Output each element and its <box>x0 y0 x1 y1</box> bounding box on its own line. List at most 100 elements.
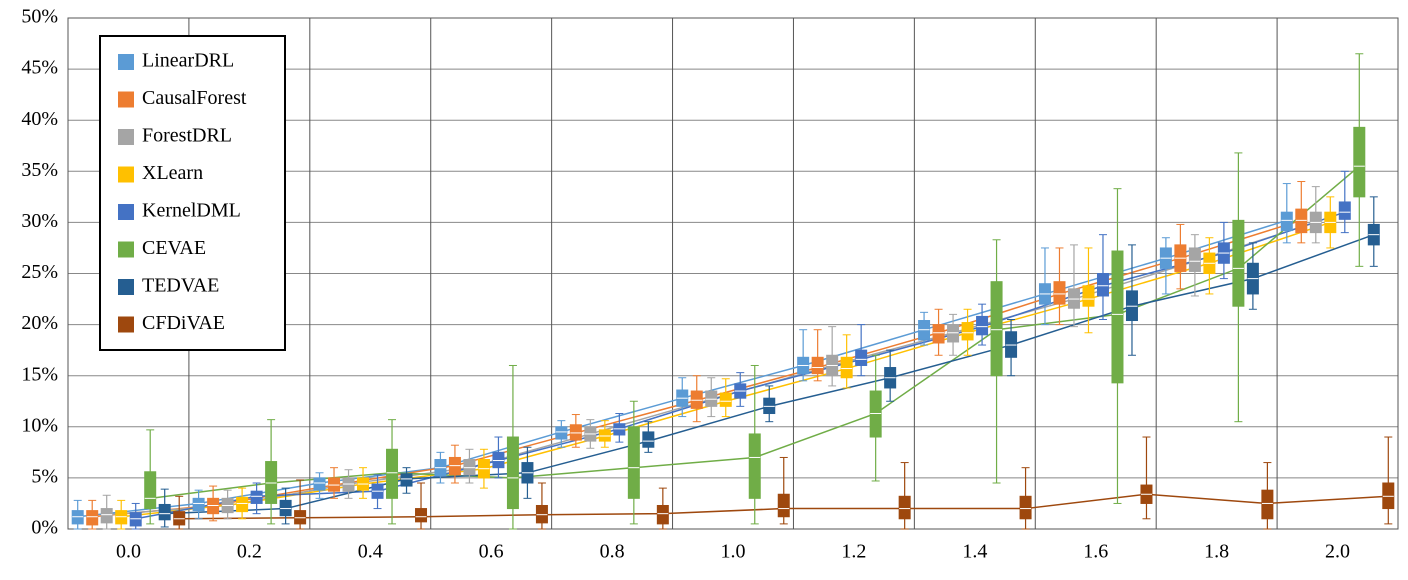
box <box>569 424 582 441</box>
box <box>613 423 626 436</box>
box <box>947 324 960 343</box>
box <box>1261 489 1274 520</box>
box <box>627 426 640 499</box>
box <box>918 320 931 341</box>
box <box>158 503 171 521</box>
legend-swatch <box>118 316 134 333</box>
box <box>144 471 157 510</box>
box <box>86 510 99 526</box>
box <box>115 510 128 525</box>
x-tick-label: 1.4 <box>962 541 987 563</box>
y-tick-label: 20% <box>21 312 58 334</box>
x-tick-label: 2.0 <box>1325 541 1350 563</box>
box <box>448 456 461 476</box>
box <box>1125 290 1138 322</box>
box <box>100 508 113 524</box>
box <box>207 497 220 515</box>
box <box>932 324 945 344</box>
box <box>855 349 868 366</box>
legend-label: XLearn <box>142 162 203 184</box>
box <box>777 493 790 518</box>
box <box>598 429 611 442</box>
box <box>71 510 84 525</box>
x-tick-label: 0.0 <box>116 541 141 563</box>
legend-swatch <box>118 241 134 258</box>
box <box>642 431 655 448</box>
box <box>719 392 732 407</box>
y-tick-label: 0% <box>31 517 58 539</box>
box <box>328 477 341 492</box>
box <box>1382 482 1395 510</box>
y-tick-label: 40% <box>21 108 58 130</box>
x-tick-label: 0.4 <box>358 541 383 563</box>
box <box>313 477 326 491</box>
box <box>1338 201 1351 220</box>
legend-swatch <box>118 204 134 220</box>
box <box>1019 495 1032 520</box>
y-tick-label: 25% <box>21 261 58 283</box>
y-tick-label: 30% <box>21 210 58 232</box>
box <box>535 504 548 524</box>
box <box>129 512 142 527</box>
box <box>1353 126 1366 198</box>
y-tick-label: 45% <box>21 57 58 79</box>
y-tick-label: 5% <box>31 465 58 487</box>
y-tick-label: 15% <box>21 363 58 385</box>
legend-swatch <box>118 129 134 145</box>
legend-swatch <box>118 91 134 108</box>
legend-label: CEVAE <box>142 237 206 259</box>
x-tick-label: 0.8 <box>600 541 625 563</box>
box <box>463 459 476 476</box>
y-tick-label: 10% <box>21 414 58 436</box>
x-tick-label: 0.6 <box>479 541 504 563</box>
box <box>265 461 278 504</box>
box <box>961 322 974 341</box>
x-tick-label: 1.0 <box>721 541 746 563</box>
legend-label: LinearDRL <box>142 50 234 72</box>
box <box>656 504 669 525</box>
box <box>748 433 761 499</box>
legend-label: ForestDRL <box>142 125 232 147</box>
box <box>690 390 703 409</box>
box <box>279 499 292 517</box>
box <box>840 356 853 379</box>
box <box>1067 288 1080 309</box>
box <box>705 390 718 407</box>
legend-box <box>99 35 286 351</box>
box <box>990 281 1003 377</box>
box <box>250 490 263 504</box>
box <box>506 436 519 510</box>
x-tick-label: 1.8 <box>1204 541 1229 563</box>
x-tick-label: 0.2 <box>237 541 262 563</box>
box <box>1280 211 1293 232</box>
median-line <box>106 221 1317 516</box>
y-tick-label: 50% <box>21 6 58 28</box>
box <box>400 473 413 487</box>
box <box>294 510 307 525</box>
box <box>1082 285 1095 307</box>
box <box>1295 208 1308 234</box>
box <box>1096 273 1109 297</box>
legend-label: TEDVAE <box>142 275 219 297</box>
box <box>173 511 186 526</box>
legend-label: KernelDML <box>142 200 241 222</box>
box <box>386 448 399 499</box>
box <box>1005 331 1018 358</box>
box <box>1053 281 1066 305</box>
box <box>555 426 568 440</box>
box <box>1232 219 1245 307</box>
y-tick-label: 35% <box>21 159 58 181</box>
box <box>1188 247 1201 272</box>
legend-swatch <box>118 279 134 295</box>
legend-swatch <box>118 166 134 183</box>
box <box>811 356 824 375</box>
box <box>976 315 989 336</box>
box <box>492 451 505 469</box>
box <box>236 496 249 513</box>
box <box>763 397 776 415</box>
box <box>415 508 428 523</box>
legend-label: CFDiVAE <box>142 312 225 334</box>
box <box>898 495 911 520</box>
